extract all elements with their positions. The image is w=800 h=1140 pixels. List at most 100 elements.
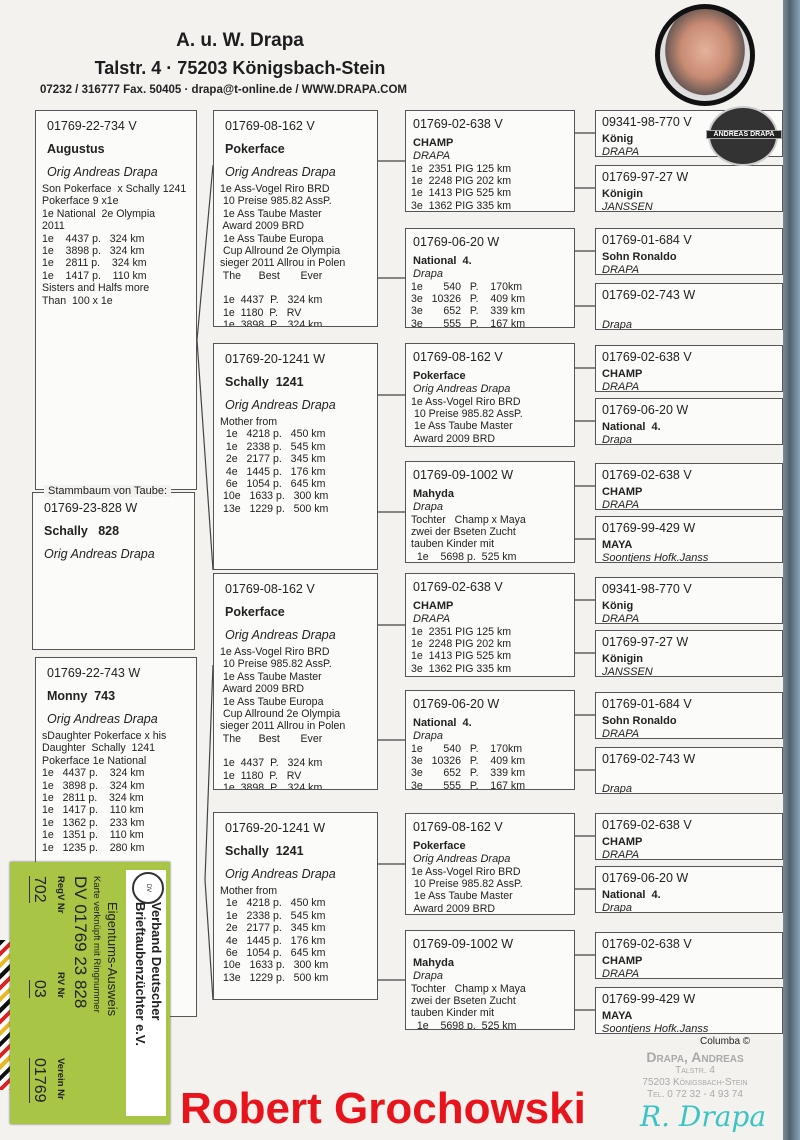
result-line: zwei der Bseten Zucht: [411, 526, 516, 539]
pigeon-name: CHAMP: [602, 368, 643, 380]
stamp-line: Drapa, Andreas: [646, 1049, 744, 1065]
card-org-line2: Brieftaubenzüchter e.V.: [133, 902, 148, 1047]
ring-number: 01769-08-162 V: [225, 119, 315, 133]
result-line: 1e Ass-Vogel Riro BRD: [220, 646, 330, 658]
breeder-contact: 07232 / 316777 Fax. 50405 · drapa@t-onli…: [40, 84, 407, 96]
pigeon-name: CHAMP: [413, 137, 454, 149]
ring-number: 01769-09-1002 W: [413, 937, 514, 951]
breeder-stamp: Drapa, Andreas Talstr. 4 75203 Königsbac…: [610, 1050, 780, 1101]
result-line: Award 2009 BRD: [220, 220, 305, 233]
breeder-address: Talstr. 4 · 75203 Königsbach-Stein: [94, 58, 386, 78]
ring-number: 01769-08-162 V: [413, 350, 503, 364]
ring-number: 01769-01-684 V: [602, 697, 692, 711]
result-line: 1e 1235 p. 280 km: [42, 841, 145, 854]
result-line: Award 2009 BRD: [220, 683, 305, 696]
pigeon-card: 01769-09-1002 W Mahyda Drapa Tochter Champ …: [405, 461, 575, 563]
footer-credit: Columba ©: [700, 1036, 751, 1047]
result-line: 3e 652 P. 339 km: [411, 305, 526, 318]
result-line: sDaughter Pokerface x his: [42, 730, 167, 742]
breeder-origin: Orig Andreas Drapa: [225, 867, 336, 881]
pigeon-name: MAYA: [602, 1010, 633, 1022]
pigeon-card: 01769-22-734 V Augustus Orig Andreas Drapa…: [35, 110, 197, 490]
result-line: 1e 540 P. 170km: [411, 281, 523, 293]
card-verein-label: Verein Nr: [55, 1058, 66, 1100]
ring-number: 01769-06-20 W: [602, 403, 689, 417]
result-line: 1e National 2e Olympia: [42, 207, 156, 220]
pigeon-name: Sohn Ronaldo: [602, 715, 677, 727]
result-line: 1e 2351 PIG 125 km: [411, 163, 512, 175]
result-line: Pokerface 9 x1e: [42, 195, 119, 208]
pigeon-card: 01769-06-20 W National 4. Drapa: [595, 398, 783, 445]
result-line: 1e 2338 p. 545 km: [220, 909, 326, 922]
breeder-origin: DRAPA: [602, 613, 640, 624]
result-line: 10e 1633 p. 300 km: [220, 959, 329, 972]
ring-number: 01769-09-1002 W: [413, 468, 514, 482]
signature: R. Drapa: [640, 1100, 767, 1133]
breeder-origin: Drapa: [602, 902, 632, 913]
pigeon-card: 01769-02-638 V CHAMP DRAPA: [595, 345, 783, 392]
result-line: 13e 1229 p. 500 km: [220, 971, 329, 984]
result-line: 3e 652 P. 339 km: [411, 767, 526, 780]
pigeon-name: Schally 1241: [225, 375, 304, 389]
result-line: tauben Kinder mit: [411, 1007, 495, 1020]
breeder-origin: Orig Andreas Drapa: [44, 547, 155, 561]
pigeon-name: CHAMP: [602, 955, 643, 967]
pigeon-name: Pokerface: [225, 605, 285, 619]
result-line: Tochter Champ x Maya: [411, 983, 526, 995]
pigeon-card: 01769-06-20 W National 4. Drapa 1e 540 P. 1…: [405, 690, 575, 790]
result-line: 1e 2248 PIG 202 km: [411, 638, 512, 651]
result-line: 1e 1180 P. RV: [220, 769, 302, 782]
card-regv-label: RegV Nr: [55, 876, 66, 914]
breeder-name: A. u. W. Drapa: [176, 30, 304, 51]
result-line: 4e 1445 p. 176 km: [220, 465, 326, 478]
result-line: Daughter Schally 1241: [42, 742, 156, 755]
breeder-origin: DRAPA: [602, 146, 640, 157]
ring-number: 01769-20-1241 W: [225, 821, 326, 835]
pigeon-card: 01769-22-743 W Monny 743 Orig Andreas Drap…: [35, 657, 197, 1017]
result-line: 10e 1633 p. 300 km: [220, 490, 329, 503]
logo-text: ANDREAS DRAPA: [706, 130, 782, 139]
pigeon-name: Sohn Ronaldo: [602, 251, 677, 263]
andreas-drapa-logo: ANDREAS DRAPA: [706, 106, 782, 166]
breeder-origin: JANSSEN: [602, 666, 653, 677]
result-line: Mother from: [220, 885, 278, 897]
ring-number: 01769-06-20 W: [413, 235, 500, 249]
result-line: 1e Ass-Vogel Riro BRD: [411, 866, 521, 878]
result-line: 6e 1054 p. 645 km: [220, 947, 326, 960]
pigeon-name: MAYA: [602, 539, 633, 551]
result-line: 1e 4437 p. 324 km: [42, 767, 145, 780]
result-line: Mother from: [220, 416, 278, 428]
ring-number: 01769-23-828 W: [44, 501, 138, 515]
result-line: 1e 2351 PIG 125 km: [411, 626, 512, 638]
result-line: 1e 2248 PIG 202 km: [411, 175, 512, 188]
ring-number: 01769-06-20 W: [602, 871, 689, 885]
pigeon-name: National 4.: [602, 889, 661, 901]
connector-line: [204, 879, 214, 1001]
pigeon-card: 01769-97-27 W Königin JANSSEN: [595, 630, 783, 677]
card-org-line1: Verband Deutscher: [149, 902, 164, 1021]
result-line: [220, 745, 371, 757]
result-line: 3e 555 P. 167 km: [411, 317, 526, 328]
breeder-origin: Orig Andreas Drapa: [413, 383, 511, 395]
breeder-origin: Drapa: [602, 319, 632, 330]
stamp-line: Talstr. 4: [675, 1065, 715, 1076]
breeder-origin: Orig Andreas Drapa: [225, 398, 336, 412]
pigeon-card: 01769-09-1002 W Mahyda Drapa Tochter Champ …: [405, 930, 575, 1030]
result-line: 1e Ass Taube Master: [220, 207, 322, 220]
pigeon-card: 01769-06-20 W National 4. Drapa: [595, 866, 783, 913]
pigeon-card: 01769-01-684 V Sohn Ronaldo DRAPA: [595, 228, 783, 275]
stammbaum-label: Stammbaum von Taube:: [44, 485, 172, 497]
result-line: 10 Preise 985.82 AssP.: [411, 408, 523, 421]
result-line: 1e 2338 p. 545 km: [220, 440, 326, 453]
breeder-origin: Soontjens Hofk.Janss: [602, 1023, 709, 1034]
pigeon-card: 01769-97-27 W Königin JANSSEN: [595, 165, 783, 212]
result-line: 1e 1413 PIG 525 km: [411, 650, 512, 663]
result-line: 3e 1362 PIG 335 km: [411, 662, 512, 675]
result-line: 3e 555 P. 167 km: [411, 779, 526, 790]
result-line: 4e 1445 p. 176 km: [220, 934, 326, 947]
result-line: Award 2009 BRD: [411, 432, 496, 445]
result-line: 1e 5698 p. 525 km: [411, 1019, 517, 1030]
result-line: 1e 4437 P. 324 km: [220, 294, 323, 307]
result-line: 1e Ass Taube Europa: [220, 232, 324, 245]
result-line: 1e 3898 p. 324 km: [42, 245, 145, 258]
